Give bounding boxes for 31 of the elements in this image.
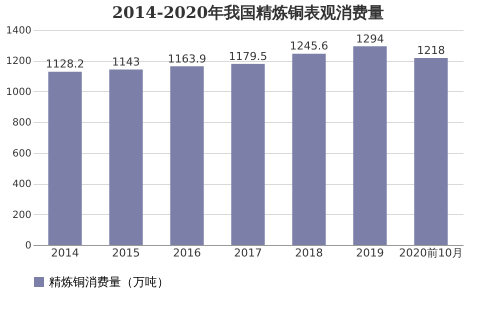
x-tick-label: 2019 <box>356 246 384 260</box>
y-tick-label: 200 <box>12 210 32 221</box>
y-tick-label: 0 <box>25 240 32 252</box>
bar <box>109 69 143 245</box>
x-tick-label: 2018 <box>294 246 323 260</box>
y-tick-label: 1200 <box>6 56 32 68</box>
y-tick-label: 400 <box>12 179 32 190</box>
bar <box>353 46 387 245</box>
x-tick-label: 2020前10月 <box>398 246 463 260</box>
data-label: 1163.9 <box>168 52 206 66</box>
data-label: 1218 <box>416 44 445 57</box>
bar <box>414 58 448 245</box>
y-tick-label: 1000 <box>6 86 32 98</box>
data-label: 1128.2 <box>46 58 84 71</box>
x-tick-label: 2017 <box>234 246 262 260</box>
legend-label: 精炼铜消费量（万吨） <box>49 275 169 289</box>
bar <box>48 72 82 245</box>
y-tick-label: 600 <box>12 148 32 160</box>
chart-title: 2014-2020年我国精炼铜表观消费量 <box>112 3 384 22</box>
y-tick-label: 1400 <box>6 26 32 36</box>
data-label: 1245.6 <box>290 40 328 53</box>
y-tick-label: 800 <box>12 118 32 129</box>
bar <box>170 66 204 245</box>
x-tick-label: 2014 <box>51 246 80 260</box>
x-tick-label: 2015 <box>112 246 140 260</box>
data-label: 1179.5 <box>228 50 268 63</box>
bar <box>231 64 265 245</box>
bar <box>292 54 326 245</box>
data-label: 1143 <box>112 55 140 68</box>
data-label: 1294 <box>356 32 384 46</box>
x-tick-label: 2016 <box>173 246 202 260</box>
